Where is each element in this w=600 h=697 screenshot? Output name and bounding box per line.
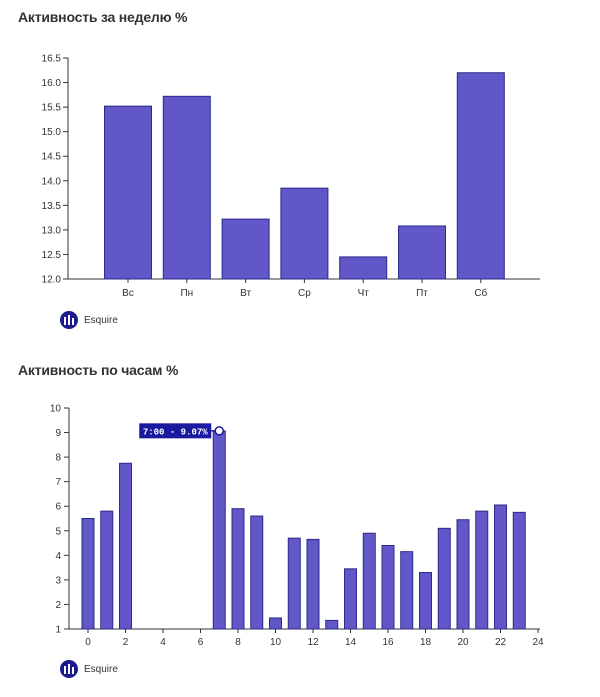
bar xyxy=(381,545,395,630)
bar xyxy=(104,105,152,280)
bar xyxy=(221,218,270,280)
y-tick-label: 16.5 xyxy=(42,54,62,65)
x-tick-label: Пн xyxy=(180,288,193,299)
bar xyxy=(362,532,376,630)
bar xyxy=(306,538,320,630)
tooltip-box xyxy=(139,423,212,439)
y-tick-label: 16.0 xyxy=(42,78,62,89)
y-tick-label: 9 xyxy=(55,428,61,439)
y-tick-label: 15.5 xyxy=(42,103,62,114)
y-tick-label: 10 xyxy=(50,404,62,415)
bar-chart-icon xyxy=(60,660,78,678)
weekly-legend-label: Esquire xyxy=(84,314,118,326)
tooltip-marker xyxy=(214,426,224,436)
weekly-chart-title: Активность за неделю % xyxy=(18,9,188,25)
hourly-legend-label: Esquire xyxy=(84,663,118,675)
bar xyxy=(81,518,95,630)
y-tick-label: 14.5 xyxy=(42,152,62,163)
x-tick-label: 18 xyxy=(420,637,432,648)
bar xyxy=(456,72,505,280)
y-tick-label: 5 xyxy=(55,526,61,537)
y-tick-label: 2 xyxy=(55,600,61,611)
x-tick-label: 12 xyxy=(307,637,319,648)
y-tick-label: 8 xyxy=(55,453,61,464)
bar xyxy=(437,527,451,630)
x-tick-label: 0 xyxy=(85,637,91,648)
bar xyxy=(100,510,114,630)
y-tick-label: 13.5 xyxy=(42,201,62,212)
y-tick-label: 6 xyxy=(55,502,61,513)
hourly-legend[interactable]: Esquire xyxy=(60,660,118,678)
x-tick-label: 20 xyxy=(457,637,469,648)
hourly-chart-title: Активность по часам % xyxy=(18,362,179,378)
bar xyxy=(494,504,507,630)
bar xyxy=(475,510,489,630)
y-tick-label: 15.0 xyxy=(42,127,62,138)
x-tick-label: 24 xyxy=(532,637,544,648)
tooltip-text: 7:00 - 9.07% xyxy=(143,427,208,437)
bar xyxy=(419,572,432,630)
bar xyxy=(398,225,446,280)
x-tick-label: 8 xyxy=(235,637,241,648)
x-tick-label: Пт xyxy=(416,288,428,299)
bar xyxy=(456,519,470,630)
x-tick-label: Вт xyxy=(240,288,251,299)
bar xyxy=(269,617,282,630)
y-tick-label: 14.0 xyxy=(42,176,62,187)
bar xyxy=(119,462,132,630)
x-tick-label: 2 xyxy=(123,637,129,648)
bar xyxy=(512,511,526,630)
bar xyxy=(250,515,264,630)
y-tick-label: 12.5 xyxy=(42,250,62,261)
weekly-activity-chart: 12.0 12.5 13.0 13.5 14.0 14.5 15.0 15.5 16.0 16.5… xyxy=(42,54,540,299)
x-tick-label: Сб xyxy=(474,287,487,299)
y-tick-label: 13.0 xyxy=(42,225,62,236)
x-tick-label: Чт xyxy=(358,288,370,299)
x-tick-label: 22 xyxy=(495,637,507,648)
x-tick-label: Ср xyxy=(298,288,311,299)
bar xyxy=(400,551,414,630)
x-tick-label: Вс xyxy=(122,288,134,299)
y-tick-label: 3 xyxy=(55,575,61,586)
x-tick-label: 10 xyxy=(270,637,282,648)
y-tick-label: 4 xyxy=(55,551,61,562)
x-tick-label: 4 xyxy=(160,637,166,648)
y-tick-label: 1 xyxy=(55,625,61,636)
bar xyxy=(162,95,211,280)
bar-chart-icon xyxy=(60,311,78,329)
bar xyxy=(344,568,357,630)
bar xyxy=(212,430,226,630)
x-tick-label: 16 xyxy=(382,637,394,648)
bar xyxy=(287,537,301,630)
y-tick-label: 7 xyxy=(55,477,61,488)
bar xyxy=(325,619,339,630)
weekly-legend[interactable]: Esquire xyxy=(60,311,118,329)
x-tick-label: 14 xyxy=(345,637,357,648)
x-tick-label: 6 xyxy=(198,637,204,648)
bar xyxy=(231,508,245,630)
y-tick-label: 12.0 xyxy=(42,275,62,286)
bar xyxy=(280,187,329,280)
